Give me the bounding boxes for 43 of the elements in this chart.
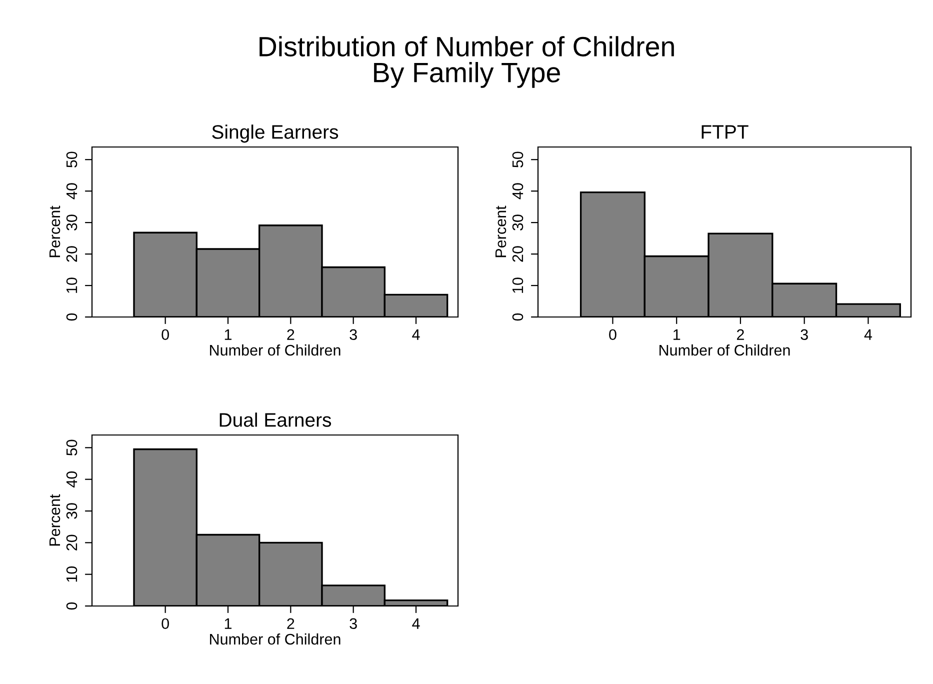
y-tick-label: 30 xyxy=(66,214,78,230)
y-tick-label: 10 xyxy=(512,278,524,293)
chart-title: Single Earners xyxy=(212,124,338,143)
y-tick-label: 20 xyxy=(512,246,524,262)
x-tick-label: 2 xyxy=(287,618,294,629)
y-tick-label: 30 xyxy=(66,503,78,519)
x-tick-label: 0 xyxy=(609,329,616,340)
y-axis-title: Percent xyxy=(495,206,506,258)
x-axis-title: Number of Children xyxy=(210,344,340,356)
y-tick-label: 20 xyxy=(66,534,78,550)
y-tick-label: 0 xyxy=(66,313,78,321)
y-tick-label: 10 xyxy=(66,278,78,293)
y-tick-label: 50 xyxy=(66,152,78,168)
x-tick-label: 2 xyxy=(287,329,294,340)
x-tick-label: 0 xyxy=(162,618,169,630)
y-tick-label: 40 xyxy=(512,183,524,200)
x-tick-label: 1 xyxy=(224,618,232,629)
y-tick-label: 0 xyxy=(66,602,78,610)
x-tick-label: 0 xyxy=(162,329,169,340)
x-tick-label: 4 xyxy=(412,329,420,340)
x-tick-label: 2 xyxy=(736,329,744,340)
y-tick-label: 0 xyxy=(512,313,524,321)
x-tick-label: 1 xyxy=(224,329,232,340)
text: Distribution of Number of Children By Family Type xyxy=(260,36,674,88)
x-tick-label: 4 xyxy=(864,329,872,340)
x-axis-title: Number of Children xyxy=(210,633,340,645)
chart-title: Dual Earners xyxy=(220,412,332,427)
y-tick-label: 10 xyxy=(66,566,78,582)
y-tick-label: 20 xyxy=(66,246,78,262)
y-tick-label: 50 xyxy=(66,440,78,456)
y-tick-label: 40 xyxy=(66,183,78,200)
y-tick-label: 50 xyxy=(512,152,524,168)
y-axis-title: Percent xyxy=(49,206,60,258)
x-tick-label: 4 xyxy=(412,618,420,629)
x-tick-label: 3 xyxy=(350,618,357,630)
x-tick-label: 3 xyxy=(350,329,357,340)
y-tick-label: 30 xyxy=(512,214,524,230)
y-axis-title: Percent xyxy=(49,494,60,546)
x-axis-title: Number of Children xyxy=(660,344,790,356)
x-tick-label: 3 xyxy=(800,329,808,340)
x-tick-label: 1 xyxy=(674,329,680,340)
chart-title: FTPT xyxy=(702,125,748,139)
y-tick-label: 40 xyxy=(66,471,78,488)
